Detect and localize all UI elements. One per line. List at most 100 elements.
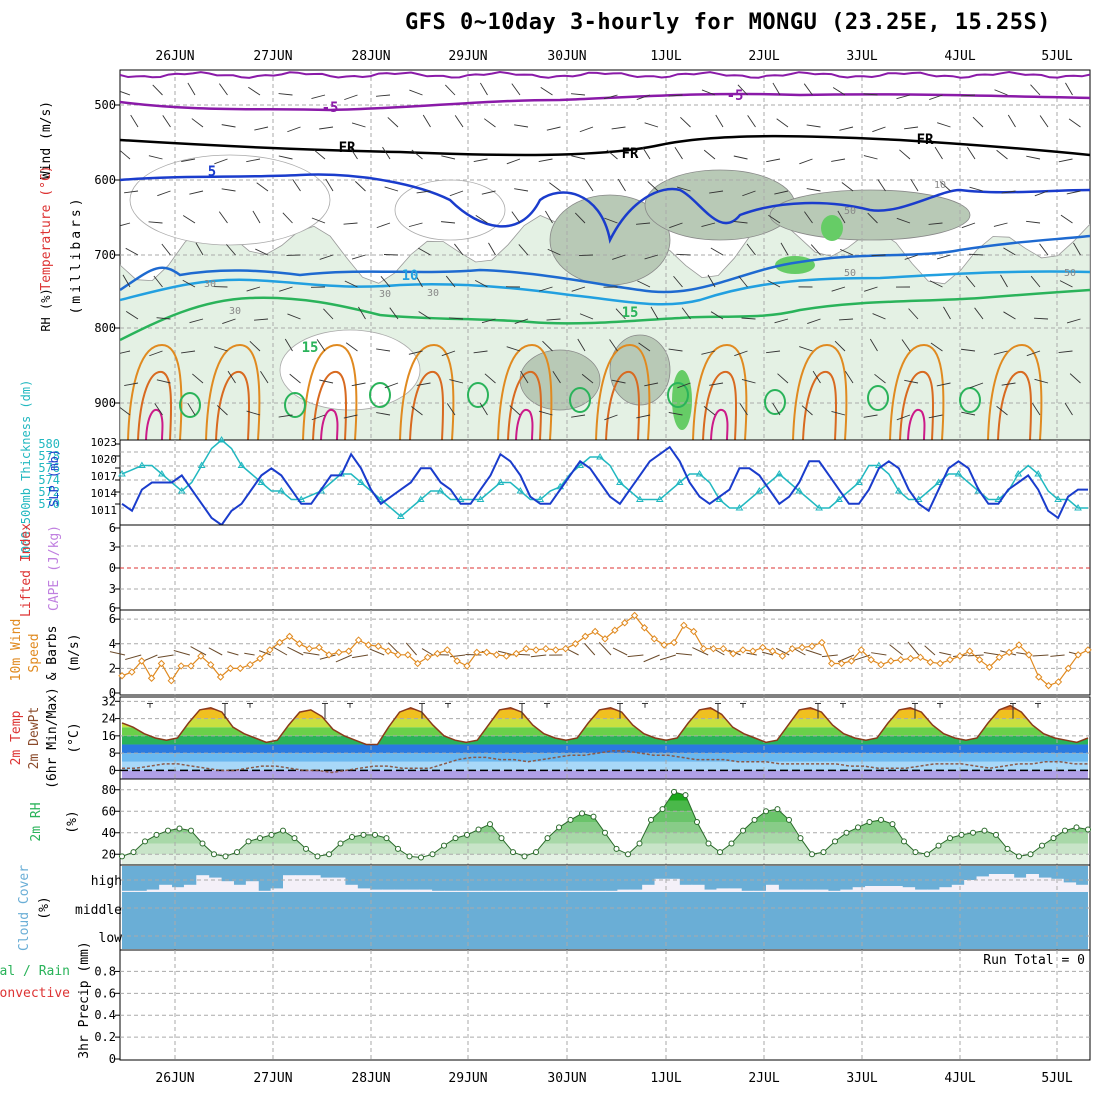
wind-speed-marker bbox=[778, 652, 787, 660]
wind-barb bbox=[540, 87, 553, 96]
wind-barb bbox=[669, 222, 683, 229]
wind-barb bbox=[454, 115, 464, 128]
thickness-marker bbox=[934, 478, 943, 485]
wind-barb bbox=[832, 87, 846, 96]
thickness-marker bbox=[496, 478, 505, 485]
wind-barb bbox=[376, 94, 391, 97]
wind-barb bbox=[606, 149, 618, 160]
wind-barb bbox=[1001, 382, 1016, 386]
label-rh-1: 2m RH bbox=[29, 802, 44, 841]
wind-barb bbox=[481, 318, 496, 324]
rh-marker bbox=[234, 849, 240, 856]
tick-label: 8 bbox=[109, 746, 116, 760]
wind-speed-marker bbox=[916, 653, 925, 662]
slp-line bbox=[121, 445, 1088, 527]
wind-barb bbox=[441, 350, 456, 357]
high-cloud-gap bbox=[704, 889, 717, 892]
rh-marker bbox=[832, 838, 838, 845]
wind-speed-marker bbox=[394, 651, 402, 659]
wind-barb bbox=[994, 89, 1008, 96]
rh-marker bbox=[763, 808, 769, 815]
wind-barb bbox=[187, 82, 196, 96]
wind-barb bbox=[929, 94, 943, 100]
wind-barb bbox=[511, 83, 521, 96]
tick-label: 60 bbox=[102, 804, 116, 818]
wind-barb bbox=[701, 350, 716, 355]
wind-barb bbox=[120, 350, 131, 354]
wind-barb bbox=[834, 340, 846, 352]
wind-barb bbox=[1001, 190, 1016, 194]
wind-speed-marker bbox=[995, 653, 1003, 662]
wind-speed-marker bbox=[946, 656, 954, 664]
high-cloud-gap bbox=[555, 890, 569, 892]
wind-barb bbox=[901, 339, 911, 352]
wind-barb bbox=[1058, 158, 1073, 163]
wind-speed-marker bbox=[453, 657, 461, 665]
rh-panel: 80 60 40 20 bbox=[102, 778, 1091, 866]
wind-barb bbox=[343, 222, 358, 225]
rh-marker bbox=[165, 827, 171, 834]
wind-speed-marker bbox=[216, 673, 225, 681]
rh-marker bbox=[211, 851, 217, 858]
thickness-marker bbox=[217, 436, 226, 443]
rh-marker bbox=[740, 827, 746, 834]
wind-barb bbox=[351, 254, 366, 260]
high-cloud-gap bbox=[146, 889, 160, 892]
high-cloud-gap bbox=[728, 888, 742, 892]
contour-15-blob bbox=[179, 392, 201, 418]
surface-wind-barb bbox=[157, 654, 174, 658]
wind-speed-marker bbox=[985, 663, 994, 671]
high-cloud-gap bbox=[171, 887, 185, 892]
wind-speed-marker bbox=[285, 632, 294, 641]
contour-20-lobe bbox=[692, 343, 748, 440]
wind-barb bbox=[120, 90, 131, 96]
wind-barb bbox=[965, 275, 976, 288]
wind-speed-marker bbox=[197, 652, 205, 660]
wind-speed-marker bbox=[591, 627, 599, 636]
date-label-top: 1JUL bbox=[650, 49, 681, 64]
wind-barb bbox=[284, 338, 293, 352]
wind-barb bbox=[807, 318, 821, 324]
wind-barb bbox=[344, 280, 358, 288]
tick-label: 0 bbox=[109, 763, 116, 777]
thickness-marker bbox=[476, 495, 485, 502]
contour-label: 10 bbox=[402, 268, 419, 284]
wind-barb bbox=[930, 342, 943, 352]
surface-wind-barb bbox=[352, 654, 369, 659]
wind-speed-marker bbox=[640, 624, 649, 632]
wind-barb bbox=[343, 414, 358, 419]
wind-barb bbox=[644, 122, 659, 128]
wind-speed-marker bbox=[532, 646, 540, 654]
wind-speed-marker bbox=[808, 642, 816, 650]
wind-speed-marker bbox=[364, 641, 373, 649]
date-label-top: 3JUL bbox=[846, 49, 877, 64]
wind-barb bbox=[1064, 402, 1073, 416]
wind-barb bbox=[636, 414, 651, 419]
wind-barb bbox=[254, 318, 269, 321]
thickness-marker bbox=[1034, 470, 1043, 477]
wind-barb bbox=[969, 382, 984, 389]
wind-speed-marker bbox=[1015, 641, 1023, 649]
wind-barb bbox=[319, 254, 334, 260]
wind-barb bbox=[1066, 190, 1081, 195]
wind-barb bbox=[710, 311, 724, 320]
tick-label: 80 bbox=[102, 783, 116, 797]
wind-barb bbox=[1073, 242, 1081, 256]
wind-barb bbox=[928, 414, 943, 419]
wind-barb bbox=[943, 306, 951, 320]
contour-25-lobe bbox=[802, 370, 838, 440]
wind-speed-marker bbox=[749, 647, 757, 655]
surface-wind-barb bbox=[821, 654, 838, 658]
wind-barb bbox=[411, 149, 423, 160]
thickness-marker bbox=[675, 478, 684, 485]
wind-barb bbox=[737, 84, 748, 96]
wind-speed-marker bbox=[1044, 681, 1053, 690]
wind-barb bbox=[709, 382, 724, 386]
wind-barb bbox=[226, 244, 236, 256]
cloud-level-label: high bbox=[91, 874, 122, 889]
wind-barb bbox=[506, 346, 521, 352]
high-cloud-gap bbox=[543, 890, 556, 892]
wind-barb bbox=[579, 126, 594, 133]
wind-barb bbox=[611, 126, 626, 130]
contour-15-blob bbox=[569, 387, 591, 413]
